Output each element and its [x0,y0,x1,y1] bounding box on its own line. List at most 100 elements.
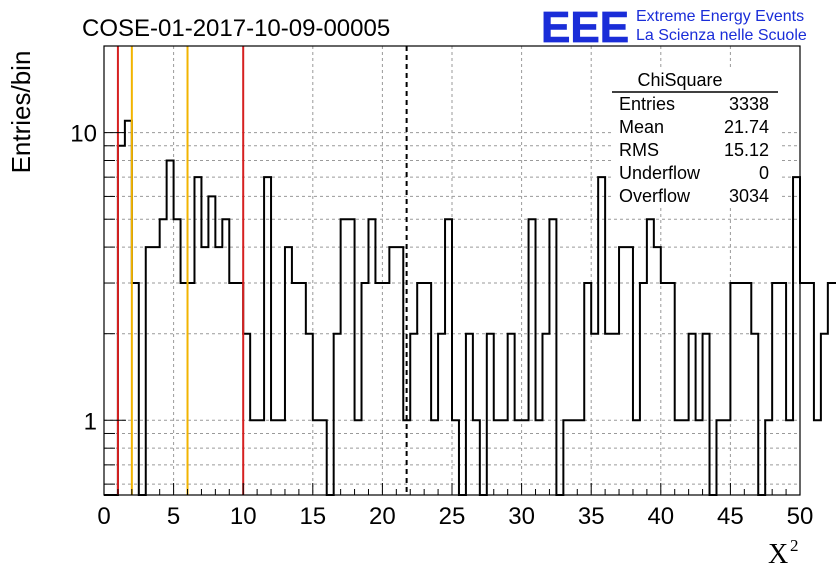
histogram-bin [215,247,222,495]
histogram-bin [188,283,195,495]
y-tick-label: 1 [84,408,97,435]
histogram-bin [696,420,703,495]
histogram-bin [236,283,243,495]
histogram-bin [515,420,522,495]
histogram-bin [125,121,132,495]
chart-title: COSE-01-2017-10-09-00005 [82,15,390,42]
histogram-bin [549,219,556,495]
histogram-bin [591,334,598,495]
histogram-bin [368,219,375,495]
x-axis-label-superscript: 2 [790,536,799,555]
histogram-bin [410,334,417,495]
histogram-bin [250,420,257,495]
histogram-bin [452,420,459,495]
stats-row-value: 3034 [729,186,769,206]
axis-ticks [103,132,801,495]
histogram-bin [654,247,661,495]
eee-logo-mark: EEE [541,3,629,52]
histogram-bin [501,420,508,495]
histogram-outline [104,119,836,496]
histogram-bin [362,283,369,495]
x-tick-label: 30 [508,503,535,530]
histogram-bin [536,420,543,495]
stats-row-label: Entries [619,94,675,114]
histogram-bin [703,334,710,495]
histogram-bin [612,334,619,495]
histogram-bin [793,177,800,495]
histogram-bin [285,247,292,495]
histogram-bin [765,420,772,495]
histogram-bin [348,219,355,495]
histogram-bin [737,283,744,495]
histogram-bin [389,247,396,495]
histogram-bin [577,420,584,495]
histogram-bin [431,420,438,495]
histogram-bin [278,420,285,495]
x-tick-label: 25 [439,503,466,530]
histogram-bin [375,283,382,495]
y-axis-label: Entries/bin [6,51,36,174]
stats-row-label: Underflow [619,163,701,183]
histogram-bin [257,420,264,495]
histogram-bin [194,177,201,495]
stats-row-value: 0 [759,163,769,183]
stats-row: RMS 15.12 [619,140,769,160]
histogram-bin [647,219,654,495]
histogram-bin [751,334,758,495]
x-tick-label: 5 [167,503,180,530]
histogram-bin [320,420,327,495]
histogram-bin [271,420,278,495]
histogram-bin [633,420,640,495]
histogram-bin [229,283,236,495]
histogram-bin [292,283,299,495]
histogram-bin [396,247,403,495]
histogram-bin [473,420,480,495]
stats-row: Overflow 3034 [619,186,769,206]
histogram-bin [828,283,835,495]
histogram-bin [306,334,313,495]
x-tick-label: 10 [230,503,257,530]
histogram-bin [661,283,668,495]
histogram-bin [334,334,341,495]
x-tick-label: 0 [97,503,110,530]
stats-rows: Entries 3338 Mean 21.74 RMS 15.12 Underflow 0 Ov… [619,94,769,206]
histogram-bin [675,420,682,495]
histogram-bin [723,420,730,495]
histogram-bin [529,219,536,495]
stats-row-value: 3338 [729,94,769,114]
eee-logo-line1: Extreme Energy Events [636,8,804,25]
histogram-bin [814,420,821,495]
histogram-bin [744,283,751,495]
histogram-bin [584,283,591,495]
stats-row-value: 21.74 [724,117,769,137]
histogram-bin [619,247,626,495]
histogram-bin [167,160,174,495]
x-tick-label: 15 [299,503,326,530]
histogram-bin [438,334,445,495]
histogram-bin [341,219,348,495]
stats-row: Entries 3338 [619,94,769,114]
histogram-bin [508,334,515,495]
histogram-bin [208,196,215,495]
histogram-bin [264,177,271,495]
y-tick-label: 10 [70,121,97,148]
eee-logo-line2: La Scienza nelle Scuole [636,27,807,44]
histogram-bin [417,283,424,495]
histogram-bin [563,420,570,495]
histogram-bin [682,420,689,495]
histogram-bin [598,177,605,495]
histogram-bin [522,420,529,495]
histogram-bin [626,247,633,495]
x-tick-label: 40 [647,503,674,530]
histogram-bin [542,334,549,495]
histogram-bin [689,334,696,495]
x-tick-label: 20 [369,503,396,530]
histogram-bin [570,420,577,495]
x-tick-label: 45 [717,503,744,530]
stats-box-title: ChiSquare [637,70,722,90]
histogram-bin [174,219,181,495]
stats-row-value: 15.12 [724,140,769,160]
histogram-bin [605,334,612,495]
